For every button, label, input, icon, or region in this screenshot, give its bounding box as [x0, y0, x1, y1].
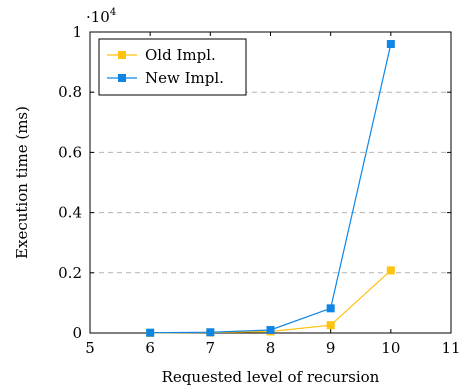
x-axis-label: Requested level of recursion	[162, 368, 380, 386]
data-point	[326, 321, 335, 330]
x-tick-label: 11	[441, 339, 460, 357]
y-tick-label: 0	[72, 324, 82, 342]
legend: Old Impl. New Impl.	[98, 38, 247, 96]
data-point	[206, 328, 215, 337]
y-scale-exponent: 4	[110, 7, 116, 18]
x-tick-label: 10	[381, 339, 400, 357]
tick-marks: 5 6 7 8 9 10 11 0 0.2 0.4 0.6 0.8 1	[58, 23, 460, 357]
y-tick-label: 0.8	[58, 83, 82, 101]
data-point	[326, 304, 335, 313]
legend-item: New Impl.	[107, 69, 224, 87]
x-tick-label: 6	[145, 339, 155, 357]
y-scale-base: ·10	[86, 8, 110, 26]
x-tick-label: 8	[266, 339, 276, 357]
legend-label: New Impl.	[145, 69, 224, 87]
series-new-impl	[146, 40, 395, 337]
legend-box	[98, 38, 247, 96]
grid-lines	[90, 91, 451, 274]
legend-marker	[118, 74, 126, 82]
data-point	[146, 328, 155, 337]
series-layer	[146, 40, 395, 337]
legend-label: Old Impl.	[145, 46, 216, 64]
data-point	[266, 325, 275, 334]
y-axis-label: Execution time (ms)	[13, 106, 31, 259]
x-tick-label: 9	[326, 339, 336, 357]
x-tick-label: 7	[206, 339, 216, 357]
y-tick-label: 0.2	[58, 264, 82, 282]
series-line	[150, 269, 392, 334]
data-point	[386, 266, 395, 275]
y-tick-label: 0.6	[58, 143, 82, 161]
data-point	[386, 40, 395, 49]
y-scale-factor: ·104	[86, 7, 116, 26]
y-tick-label: 1	[72, 23, 82, 41]
legend-marker	[118, 51, 126, 59]
x-tick-label: 5	[85, 339, 95, 357]
legend-item: Old Impl.	[107, 46, 216, 64]
y-tick-label: 0.4	[58, 204, 82, 222]
